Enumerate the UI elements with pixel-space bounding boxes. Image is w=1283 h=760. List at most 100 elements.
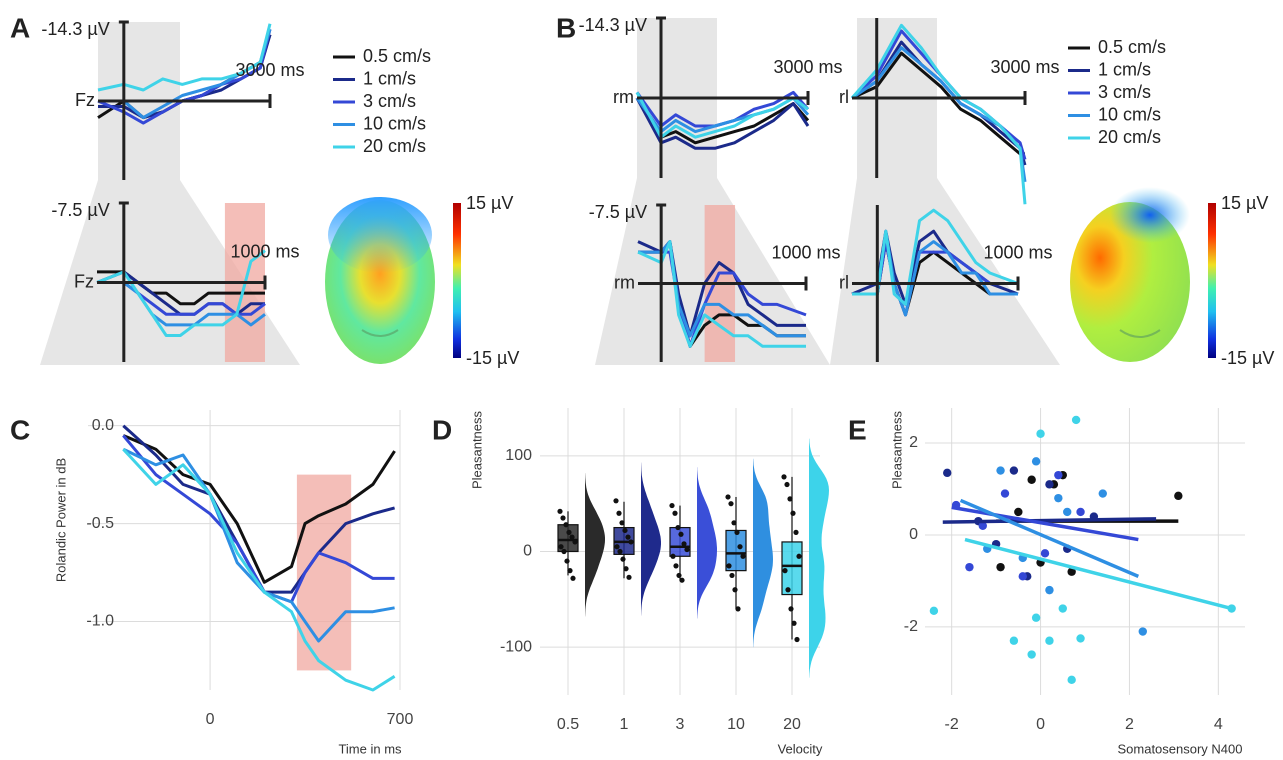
chart-panel: 2 0 -2 -2 0 2 4 Pleasantness Somatosensory N400 xyxy=(889,408,1245,756)
y-tick-label: -14.3 µV xyxy=(579,15,647,35)
legend-label: 1 cm/s xyxy=(1098,59,1151,79)
legend-label: 10 cm/s xyxy=(1098,104,1161,124)
plot-area xyxy=(88,410,400,690)
data-point xyxy=(1031,457,1041,466)
x-tick-label: 3000 ms xyxy=(235,60,304,80)
data-point xyxy=(729,572,735,579)
legend-label: 0.5 cm/s xyxy=(1098,37,1166,57)
x-tick-label: 10 xyxy=(727,716,745,733)
series-line xyxy=(122,434,396,584)
data-point xyxy=(1076,634,1085,643)
data-point xyxy=(1054,470,1063,480)
data-point xyxy=(732,587,738,593)
colorbar-min: -15 µV xyxy=(466,348,519,368)
violin xyxy=(585,473,605,617)
data-point xyxy=(1098,489,1107,498)
channel-label: rm xyxy=(614,272,635,292)
plot-area xyxy=(925,408,1245,695)
data-point xyxy=(558,544,564,550)
x-tick-label: 2 xyxy=(1125,716,1134,733)
y-tick-label: -0.5 xyxy=(86,515,114,532)
data-point xyxy=(675,524,681,531)
x-tick-label: 3000 ms xyxy=(990,57,1059,77)
x-tick-label: 3000 ms xyxy=(773,57,842,77)
x-tick-label: 20 xyxy=(783,716,801,733)
data-point xyxy=(619,520,625,526)
data-point xyxy=(684,546,690,553)
data-point xyxy=(679,577,685,583)
series-line xyxy=(97,28,272,125)
data-point xyxy=(1138,627,1147,636)
chart-panel: Fz 3000 ms -14.3 µV 0.5 cm/s1 cm/s 3 cm/s10 … xyxy=(41,19,431,180)
y-axis-label: Pleasantness xyxy=(889,410,904,489)
x-axis-label: Somatosensory N400 xyxy=(1117,741,1242,756)
data-point xyxy=(781,474,787,480)
data-point xyxy=(726,563,732,569)
data-point xyxy=(790,510,796,516)
data-point xyxy=(672,510,678,516)
data-point xyxy=(734,529,740,535)
series-line xyxy=(122,424,395,594)
series-line xyxy=(850,23,1027,205)
x-tick-label: 0.5 xyxy=(557,716,579,733)
chart-panel: 0.0 -0.5 -1.0 0 700 Rolandic Power in dB Time … xyxy=(53,410,413,756)
channel-label: Fz xyxy=(74,271,94,291)
y-tick-label: -2 xyxy=(904,618,918,635)
series-line xyxy=(635,97,810,145)
series-line xyxy=(97,23,272,92)
data-point xyxy=(1067,567,1076,576)
data-point xyxy=(1045,585,1054,595)
data-point xyxy=(794,636,800,643)
data-point xyxy=(563,522,569,528)
y-tick-label: 0 xyxy=(909,526,918,543)
data-point xyxy=(1063,507,1072,517)
channel-label: rl xyxy=(839,87,849,107)
chart-panel: 100 0 -100 0.5 1 3 10 20 Pleasantness Velocity xyxy=(469,408,829,756)
x-tick-label: 700 xyxy=(387,711,414,728)
violin xyxy=(641,462,661,616)
legend-label: 1 cm/s xyxy=(363,68,416,88)
y-axis-label: Pleasantness xyxy=(469,410,484,489)
y-tick-label: 100 xyxy=(505,447,532,464)
panel-letter: B xyxy=(556,12,576,43)
data-point xyxy=(560,515,566,521)
data-point xyxy=(614,544,620,550)
data-point xyxy=(735,606,741,612)
data-point xyxy=(566,529,572,535)
colorbar-min: -15 µV xyxy=(1221,348,1274,368)
x-tick-label: 1000 ms xyxy=(230,241,299,261)
data-point xyxy=(673,563,679,569)
x-tick-label: 1 xyxy=(620,716,629,733)
chart-panel: rl 1000 ms xyxy=(839,205,1053,362)
data-point xyxy=(996,466,1005,475)
data-point xyxy=(725,494,731,500)
data-point xyxy=(1009,466,1019,475)
y-tick-label: -14.3 µV xyxy=(41,19,109,39)
legend-label: 3 cm/s xyxy=(1098,82,1151,102)
violin xyxy=(809,438,829,678)
colorbar-max: 15 µV xyxy=(466,193,513,213)
chart-panel: rl 3000 ms 0.5 cm/s1 cm/s 3 cm/s10 cm/s 20 c… xyxy=(839,18,1166,205)
channel-label: Fz xyxy=(75,90,95,110)
data-point xyxy=(613,498,619,504)
data-point xyxy=(737,544,743,550)
series-line xyxy=(122,447,395,643)
panel-letter: D xyxy=(432,414,452,445)
data-point xyxy=(1014,507,1023,517)
data-point xyxy=(791,620,797,626)
y-tick-label: -1.0 xyxy=(86,613,114,630)
data-point xyxy=(681,541,687,547)
data-point xyxy=(728,501,734,507)
data-point xyxy=(731,520,737,526)
panel-letter: A xyxy=(10,12,30,43)
x-tick-label: 1000 ms xyxy=(983,242,1052,262)
data-point xyxy=(996,562,1005,572)
data-point xyxy=(929,606,939,616)
panel-letter: E xyxy=(848,414,867,445)
data-point xyxy=(787,496,793,502)
data-point xyxy=(617,548,623,555)
data-point xyxy=(1000,489,1010,498)
data-point xyxy=(561,548,567,555)
data-point xyxy=(676,572,682,579)
